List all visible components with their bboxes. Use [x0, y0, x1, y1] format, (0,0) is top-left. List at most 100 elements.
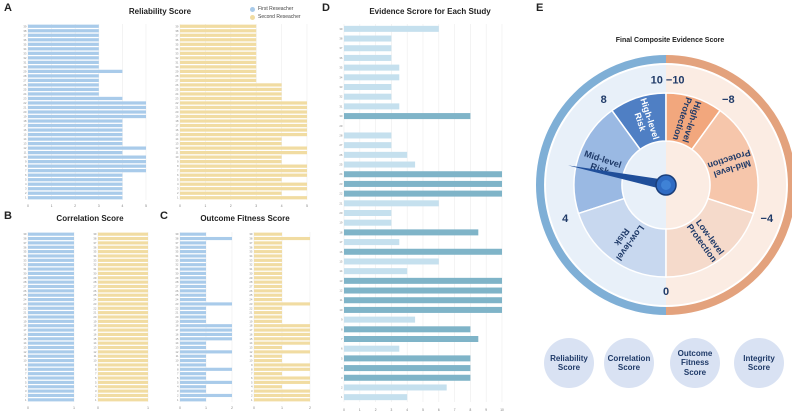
- y-tick-label: 24: [23, 92, 27, 96]
- y-tick-label: 12: [249, 350, 253, 354]
- y-tick-label: 15: [175, 133, 179, 137]
- panel-label-b: B: [4, 210, 12, 222]
- bar: [98, 350, 148, 354]
- y-tick-label: 26: [249, 289, 253, 293]
- bar: [180, 96, 282, 101]
- y-tick-label: 36: [339, 56, 343, 60]
- y-tick-label: 21: [23, 105, 27, 109]
- bar: [344, 258, 439, 265]
- bar: [98, 328, 148, 332]
- bar: [28, 42, 99, 46]
- y-tick-label: 6: [25, 376, 27, 380]
- y-tick-label: 16: [93, 332, 97, 336]
- bar: [344, 229, 479, 236]
- x-tick-label: 3: [391, 408, 393, 412]
- y-tick-label: 34: [175, 254, 179, 258]
- y-tick-label: 13: [23, 142, 27, 146]
- bar: [254, 263, 282, 267]
- x-tick-label: 8: [470, 408, 472, 412]
- y-tick-label: 23: [339, 182, 343, 186]
- y-tick-label: 30: [249, 271, 253, 275]
- y-tick-label: 31: [175, 267, 179, 271]
- y-tick-label: 29: [93, 276, 97, 280]
- bar: [180, 56, 257, 60]
- bar: [254, 302, 310, 306]
- bar: [254, 319, 282, 323]
- legend-second: Second Reseacher: [250, 14, 301, 20]
- bar: [344, 335, 479, 343]
- y-tick-label: 33: [23, 51, 27, 55]
- bar: [344, 132, 392, 139]
- bar: [254, 241, 282, 245]
- y-tick-label: 27: [339, 143, 343, 147]
- y-tick-label: 27: [23, 284, 27, 288]
- y-tick-label: 4: [341, 366, 343, 370]
- bar: [180, 376, 206, 380]
- x-tick-label: 0: [179, 406, 181, 410]
- y-tick-label: 26: [339, 153, 343, 157]
- bar: [180, 65, 257, 69]
- y-tick-label: 7: [177, 169, 179, 173]
- y-tick-label: 30: [93, 271, 97, 275]
- y-tick-label: 3: [177, 389, 179, 393]
- y-tick-label: 29: [249, 276, 253, 280]
- bar: [28, 105, 146, 110]
- y-tick-label: 10: [175, 359, 179, 363]
- bar: [28, 96, 123, 101]
- bar: [180, 289, 206, 293]
- bar: [98, 341, 148, 345]
- y-tick-label: 14: [339, 269, 343, 273]
- y-tick-label: 30: [23, 271, 27, 275]
- bar: [28, 141, 123, 146]
- bar: [98, 276, 148, 280]
- y-tick-label: 6: [341, 347, 343, 351]
- bar: [28, 29, 99, 33]
- y-tick-label: 23: [175, 96, 179, 100]
- bar: [254, 311, 282, 315]
- chart-reliability-second: 0 1 2 3 4 53938373635343332313029282726252423…: [175, 24, 308, 208]
- bar: [180, 341, 206, 345]
- bar: [28, 196, 123, 200]
- gauge-hub-inner: [661, 180, 671, 190]
- bar: [344, 45, 392, 52]
- bar: [28, 254, 74, 258]
- y-tick-label: 14: [23, 137, 27, 141]
- bar: [254, 398, 310, 402]
- y-tick-label: 4: [251, 385, 253, 389]
- bar: [28, 245, 74, 249]
- bubble-outcome-fitness: Outcome Fitness Score: [670, 338, 720, 388]
- y-tick-label: 32: [23, 56, 27, 60]
- title-evidence: Evidence Scrore for Each Study: [369, 7, 491, 16]
- x-tick-label: 1: [281, 406, 283, 410]
- x-tick-label: 0: [27, 406, 29, 410]
- bar: [98, 254, 148, 258]
- y-tick-label: 18: [339, 230, 343, 234]
- y-tick-label: 23: [249, 302, 253, 306]
- bar: [28, 137, 123, 141]
- y-tick-label: 5: [25, 178, 27, 182]
- y-tick-label: 8: [251, 367, 253, 371]
- y-tick-label: 35: [249, 250, 253, 254]
- y-tick-label: 21: [175, 105, 179, 109]
- bar: [180, 302, 232, 306]
- y-tick-label: 13: [23, 346, 27, 350]
- y-tick-label: 39: [339, 27, 343, 31]
- x-tick-label: 0: [343, 408, 345, 412]
- y-tick-label: 2: [177, 191, 179, 195]
- y-tick-label: 20: [175, 110, 179, 114]
- y-tick-label: 15: [23, 337, 27, 341]
- y-tick-label: 3: [177, 187, 179, 191]
- bar: [254, 258, 282, 262]
- bar: [28, 56, 99, 60]
- gauge-tick-label: 4: [562, 213, 569, 225]
- y-tick-label: 35: [93, 250, 97, 254]
- y-tick-label: 28: [93, 280, 97, 284]
- bar: [180, 38, 257, 42]
- y-tick-label: 6: [251, 376, 253, 380]
- y-tick-label: 4: [95, 385, 97, 389]
- bar: [344, 306, 502, 313]
- y-tick-label: 2: [341, 385, 343, 389]
- y-tick-label: 11: [176, 354, 179, 358]
- x-tick-label: 0: [179, 204, 181, 208]
- y-tick-label: 11: [340, 298, 343, 302]
